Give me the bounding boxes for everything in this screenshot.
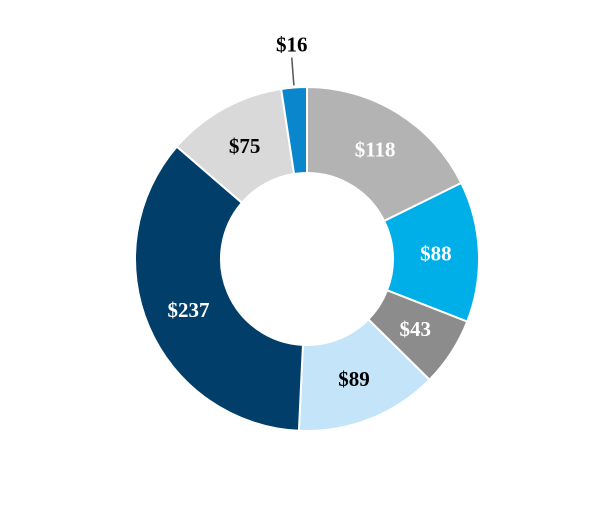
data-label-4: $237 — [167, 298, 209, 322]
leader-line-6 — [291, 57, 295, 86]
slice-0 — [306, 85, 463, 223]
data-labels: $118 $88 $43 $89 $237 $75 $16 — [167, 33, 451, 392]
data-label-6: $16 — [276, 33, 308, 57]
data-label-2: $43 — [399, 317, 431, 341]
slice-6 — [279, 85, 308, 176]
data-label-5: $75 — [229, 134, 261, 158]
data-label-1: $88 — [420, 242, 452, 266]
donut-slices — [134, 85, 480, 432]
data-label-0: $118 — [355, 137, 396, 161]
leader-lines — [291, 57, 295, 86]
data-label-3: $89 — [338, 367, 370, 391]
slice-4 — [134, 145, 304, 432]
